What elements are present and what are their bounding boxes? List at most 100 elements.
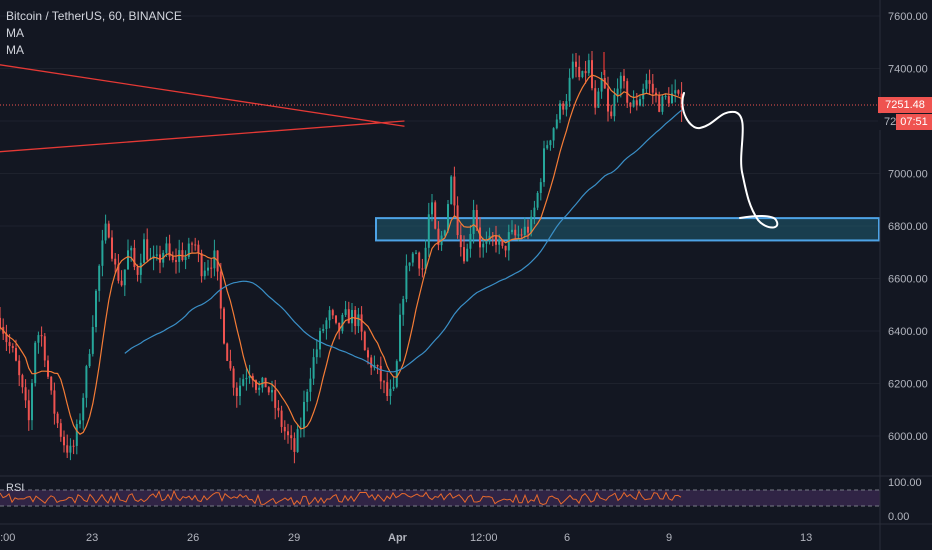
candle-body (655, 92, 657, 96)
candle-body (453, 176, 456, 206)
candle-body (18, 360, 21, 376)
support-zone-layer (375, 217, 880, 242)
price-tick-7000: 7000.00 (888, 169, 928, 181)
candle-body (565, 101, 568, 110)
candle-body (546, 145, 549, 149)
rsi-indicator-label[interactable]: RSI (6, 482, 25, 494)
time-axis[interactable]: 2:00 23 26 29 Apr 12:00 6 9 13 (0, 523, 932, 544)
triangle-upper-line[interactable] (0, 53, 405, 127)
candle-body (466, 248, 469, 262)
candle-body (469, 233, 472, 249)
candle-body (251, 375, 254, 381)
candle-body (363, 331, 366, 351)
candle-body (645, 80, 648, 89)
candle-body (213, 250, 216, 269)
candle-body (399, 314, 401, 362)
candle-body (616, 88, 619, 95)
candle-body (143, 239, 145, 263)
candle-body (85, 366, 88, 398)
candle-body (472, 210, 475, 234)
candle-body (255, 380, 257, 390)
projection-path[interactable] (681, 92, 779, 229)
candle-body (511, 229, 513, 233)
candle-body (331, 310, 334, 316)
candle-body (267, 387, 270, 393)
support-zone-box[interactable] (375, 217, 880, 242)
candle-body (392, 386, 395, 389)
candle-body (341, 314, 344, 332)
candle-body (539, 182, 542, 193)
candle-body (175, 260, 177, 262)
candle-body (367, 350, 369, 358)
candle-body (235, 387, 238, 397)
candle-body (283, 426, 286, 432)
candle-body (82, 397, 85, 421)
price-tick-6000: 6000.00 (888, 431, 928, 443)
candle-body (485, 241, 488, 244)
time-tick-9: 9 (666, 532, 672, 544)
candle-body (200, 253, 203, 277)
candle-body (120, 280, 123, 286)
candle-body (578, 66, 581, 78)
candle-body (447, 204, 449, 231)
candle-body (584, 71, 587, 74)
triangle-lower-line[interactable] (0, 120, 405, 158)
candle-body (11, 346, 14, 349)
candle-body (568, 77, 571, 102)
candle-body (443, 230, 446, 236)
candle-body (555, 119, 558, 129)
candle-body (184, 256, 187, 260)
candle-body (178, 250, 181, 262)
candle-body (427, 214, 430, 248)
rsi-pane: 100.00 0.00 (0, 475, 932, 523)
candle-body (661, 96, 664, 112)
candle-body (117, 264, 120, 281)
candle-body (597, 91, 600, 108)
candle-body (658, 95, 661, 112)
candles-layer (0, 50, 683, 464)
candle-body (383, 381, 385, 383)
candle-body (111, 237, 113, 259)
candle-body (635, 100, 638, 106)
price-axis[interactable]: 6000.00 6200.00 6400.00 6600.00 6800.00 7000.… (879, 0, 928, 550)
candle-body (296, 429, 299, 452)
candle-body (347, 309, 350, 324)
candle-body (603, 77, 606, 89)
candle-body (610, 111, 613, 117)
candle-body (271, 390, 273, 393)
candle-body (5, 333, 8, 343)
candle-body (498, 239, 501, 245)
candle-body (527, 226, 529, 233)
candle-body (226, 343, 229, 361)
candle-body (607, 88, 609, 112)
candle-body (360, 314, 363, 332)
candle-body (24, 387, 27, 401)
candle-body (40, 335, 43, 337)
candle-body (613, 94, 616, 117)
candle-body (139, 262, 142, 275)
candle-body (210, 267, 213, 269)
symbol-title[interactable]: Bitcoin / TetherUS, 60, BINANCE (6, 9, 182, 23)
candle-body (280, 410, 283, 427)
candle-body (181, 250, 184, 260)
candle-body (437, 228, 440, 246)
candle-body (328, 310, 331, 321)
time-tick-2-00: 2:00 (0, 532, 15, 544)
candle-body (651, 83, 654, 93)
candle-body (69, 445, 72, 453)
candle-body (95, 290, 97, 327)
ma-fast-line (0, 74, 682, 435)
chart-legend: Bitcoin / TetherUS, 60, BINANCE MA MA (6, 8, 182, 59)
candle-body (335, 315, 337, 323)
candle-body (549, 140, 552, 146)
price-tick-7600: 7600.00 (888, 11, 928, 23)
candle-body (274, 390, 277, 408)
candle-body (191, 243, 193, 245)
ma-indicator-label-2[interactable]: MA (6, 43, 24, 57)
time-tick-23: 23 (86, 532, 98, 544)
candle-body (50, 376, 53, 391)
candle-body (79, 420, 81, 425)
ma-indicator-label-1[interactable]: MA (6, 26, 24, 40)
candle-body (523, 226, 526, 235)
